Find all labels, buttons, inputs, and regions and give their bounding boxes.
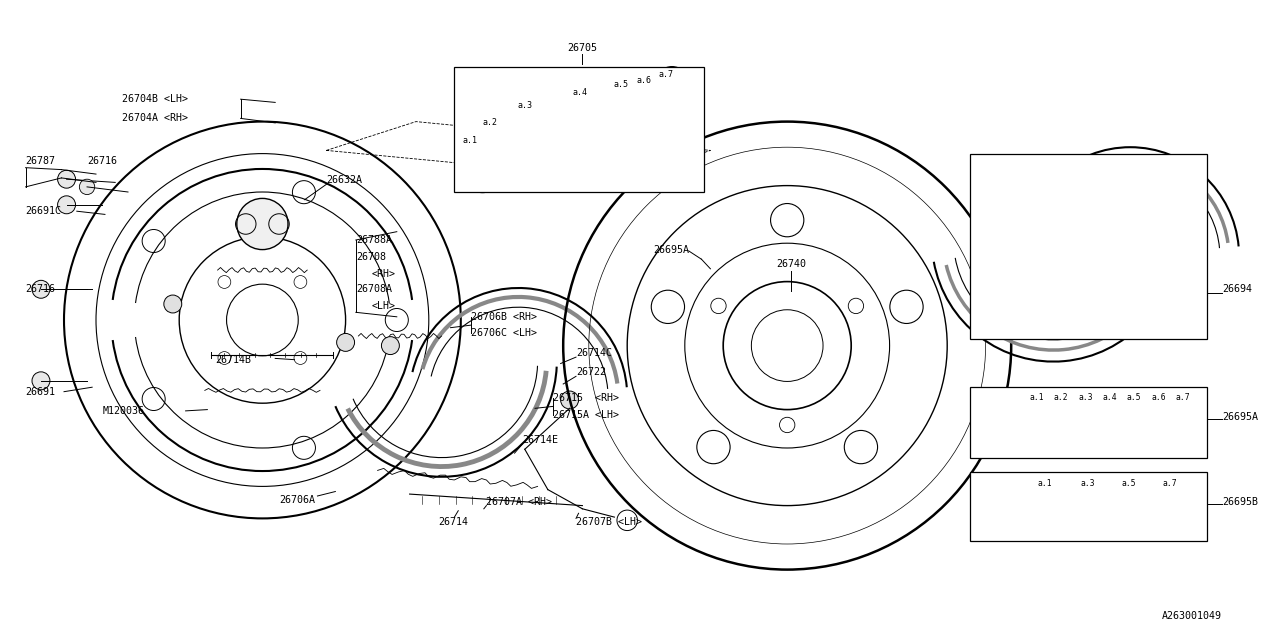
Text: a.7: a.7 — [658, 70, 673, 79]
Text: 26715A <LH>: 26715A <LH> — [553, 410, 620, 420]
Text: a.7: a.7 — [1162, 479, 1178, 488]
Text: 26714B: 26714B — [215, 355, 251, 365]
Text: 26706B <RH>: 26706B <RH> — [471, 312, 538, 322]
Ellipse shape — [164, 295, 182, 313]
Text: a.5: a.5 — [1126, 393, 1142, 402]
Text: a.4: a.4 — [1102, 393, 1117, 402]
Text: a.3: a.3 — [517, 101, 532, 110]
Text: 26714E: 26714E — [522, 435, 558, 445]
Text: 26708A: 26708A — [356, 284, 392, 294]
Text: 26694: 26694 — [1222, 284, 1252, 294]
Text: a.6: a.6 — [636, 76, 652, 85]
Text: 26632A: 26632A — [326, 175, 362, 186]
Text: a.4: a.4 — [572, 88, 588, 97]
Text: 26788A: 26788A — [356, 235, 392, 245]
Bar — [454, 67, 704, 192]
Ellipse shape — [58, 170, 76, 188]
Ellipse shape — [237, 198, 288, 250]
Text: a.3: a.3 — [1078, 393, 1093, 402]
Bar — [970, 472, 1207, 541]
Text: a.7: a.7 — [1175, 393, 1190, 402]
Text: 26691: 26691 — [26, 387, 55, 397]
Text: 26715  <RH>: 26715 <RH> — [553, 393, 620, 403]
Text: a.1: a.1 — [462, 136, 477, 145]
Text: 26695A: 26695A — [1222, 412, 1258, 422]
Text: 26705: 26705 — [567, 43, 598, 53]
Text: a.2: a.2 — [1053, 393, 1069, 402]
Text: A263001049: A263001049 — [1162, 611, 1222, 621]
Text: 26740: 26740 — [776, 259, 806, 269]
Ellipse shape — [32, 280, 50, 298]
Bar — [970, 154, 1207, 339]
Text: a.5: a.5 — [613, 80, 628, 89]
Bar — [970, 387, 1207, 458]
Text: 26716: 26716 — [26, 284, 55, 294]
Text: 26706A: 26706A — [279, 495, 315, 506]
Text: 26707A <RH>: 26707A <RH> — [486, 497, 553, 508]
Text: 26722: 26722 — [576, 367, 605, 378]
Text: a.3: a.3 — [1080, 479, 1096, 488]
Text: <LH>: <LH> — [371, 301, 396, 311]
Text: a.5: a.5 — [1121, 479, 1137, 488]
Text: <RH>: <RH> — [371, 269, 396, 279]
Text: a.2: a.2 — [483, 118, 498, 127]
Text: 26714: 26714 — [438, 516, 467, 527]
Text: 26691C: 26691C — [26, 206, 61, 216]
Ellipse shape — [381, 337, 399, 355]
Text: 26695B: 26695B — [1222, 497, 1258, 508]
Text: 26704B <LH>: 26704B <LH> — [122, 94, 188, 104]
Text: 26704A <RH>: 26704A <RH> — [122, 113, 188, 124]
Text: 26714C: 26714C — [576, 348, 612, 358]
Text: 26716: 26716 — [87, 156, 116, 166]
Ellipse shape — [79, 179, 95, 195]
Text: 26695A: 26695A — [653, 244, 689, 255]
Text: M120036: M120036 — [102, 406, 145, 416]
Text: 26787: 26787 — [26, 156, 55, 166]
Ellipse shape — [32, 372, 50, 390]
Text: 26708: 26708 — [356, 252, 385, 262]
Text: 26706C <LH>: 26706C <LH> — [471, 328, 538, 338]
Text: a.6: a.6 — [1151, 393, 1166, 402]
Ellipse shape — [337, 333, 355, 351]
Text: 26707B <LH>: 26707B <LH> — [576, 516, 643, 527]
Text: a.1: a.1 — [1037, 479, 1052, 488]
Ellipse shape — [561, 391, 579, 409]
Text: a.1: a.1 — [1029, 393, 1044, 402]
Ellipse shape — [58, 196, 76, 214]
